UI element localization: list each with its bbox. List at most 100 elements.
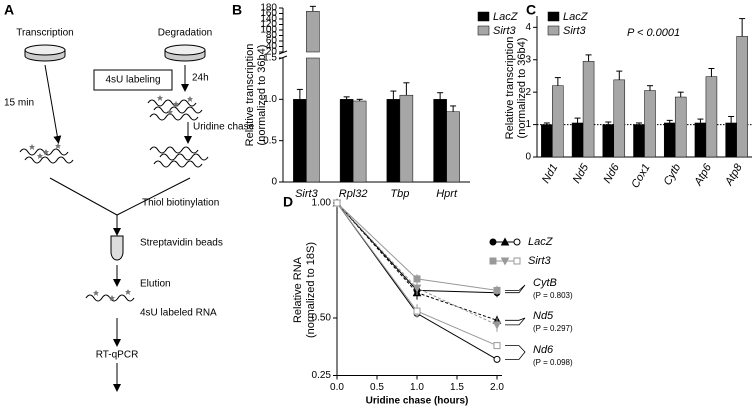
x-tick-label: 0.5 xyxy=(370,382,384,393)
gene-label: CytB xyxy=(533,277,557,289)
p-value: P < 0.0001 xyxy=(627,27,680,39)
rna xyxy=(85,289,135,302)
x-tick-label: 1.5 xyxy=(450,382,464,393)
bar xyxy=(339,99,354,183)
bracket xyxy=(505,345,526,360)
x-tick-label: Nd6 xyxy=(601,161,622,185)
connector xyxy=(49,177,191,216)
p-value: (P = 0.098) xyxy=(533,358,573,367)
bar xyxy=(633,124,645,158)
x-tick-label: 1.0 xyxy=(410,382,424,393)
y-tick-label: 20 xyxy=(266,47,278,58)
bar xyxy=(725,122,737,158)
label: Streptavidin beads xyxy=(140,238,223,249)
y-tick-label: 80 xyxy=(266,30,278,41)
rna xyxy=(19,143,74,164)
legend-label: Sirt3 xyxy=(493,25,517,37)
bar xyxy=(306,57,320,183)
marker xyxy=(489,238,497,246)
bar xyxy=(582,61,595,158)
label: 15 min xyxy=(4,98,34,109)
x-tick-label: Nd5 xyxy=(571,161,592,185)
legend-swatch xyxy=(477,25,490,36)
label: Transcription xyxy=(16,28,73,39)
label: Degradation xyxy=(158,28,212,39)
rna xyxy=(147,95,203,121)
y-tick-label: 1.00 xyxy=(312,198,332,209)
bar xyxy=(433,99,447,183)
bar xyxy=(571,122,584,158)
y-tick-label: 0.5 xyxy=(263,135,277,146)
bar xyxy=(446,111,460,183)
label: RT-qPCR xyxy=(96,350,139,361)
y-tick-label: 3 xyxy=(525,54,531,65)
label: Elution xyxy=(140,279,171,290)
y-tick-label: 1.0 xyxy=(263,94,277,105)
marker xyxy=(412,284,422,293)
bar xyxy=(736,36,748,158)
y-tick-label: 0 xyxy=(271,177,277,188)
label: Thiol biotinylation xyxy=(142,198,219,209)
marker xyxy=(492,321,502,330)
y-tick-label: 4 xyxy=(525,22,531,33)
y-tick-label: 1.5 xyxy=(263,53,277,64)
label: 4sU labeled RNA xyxy=(140,308,217,319)
gene-label: Nd5 xyxy=(533,310,554,322)
label: 4sU labeling xyxy=(105,75,160,86)
panel: B Relative transcription (normalized to 36… xyxy=(232,0,519,200)
legend-swatch xyxy=(547,25,560,36)
y-tick-label: 120 xyxy=(260,19,277,30)
rna xyxy=(149,146,209,168)
x-tick-label: Hprt xyxy=(436,188,458,200)
bar xyxy=(694,122,707,158)
bar xyxy=(306,11,320,53)
marker xyxy=(493,342,501,350)
y-tick-label: 0.50 xyxy=(312,313,332,324)
y-axis-label: (normalized to 36b4) xyxy=(256,45,268,146)
legend-label: Sirt3 xyxy=(563,25,587,37)
p-value: (P = 0.803) xyxy=(533,291,573,300)
bar xyxy=(613,79,626,158)
bracket xyxy=(505,284,526,294)
y-axis-label: Relative transcription xyxy=(244,44,256,147)
panel-letter: D xyxy=(283,194,293,210)
panel-letter: A xyxy=(4,2,14,18)
bar xyxy=(293,99,307,183)
label: Uridine chase xyxy=(193,122,255,133)
x-tick-label: Atp6 xyxy=(692,161,715,188)
x-tick-label: Sirt3 xyxy=(295,188,319,200)
bar xyxy=(674,96,687,158)
x-tick-label: Cytb xyxy=(662,162,684,188)
bar xyxy=(386,99,401,183)
x-tick-label: Tbp xyxy=(390,188,409,200)
marker xyxy=(493,355,501,363)
y-tick-label: 2 xyxy=(525,87,531,98)
marker xyxy=(500,257,510,266)
y-tick-label: 140 xyxy=(260,14,277,25)
marker xyxy=(413,307,421,315)
y-tick-label: 180 xyxy=(260,3,277,14)
bar xyxy=(352,100,367,183)
gene-label: Nd6 xyxy=(533,344,554,356)
y-tick-label: 40 xyxy=(266,41,278,52)
legend-label: LacZ xyxy=(563,11,589,23)
y-tick-label: 60 xyxy=(266,36,278,47)
y-tick-label: 0.25 xyxy=(312,370,332,381)
bar xyxy=(644,90,656,158)
panel-a: A Transcription Degradation 15 min 4sU l… xyxy=(4,2,255,392)
bar xyxy=(705,76,718,158)
x-tick-label: Cox1 xyxy=(629,162,652,190)
p-value: (P = 0.297) xyxy=(533,324,573,333)
line xyxy=(336,202,498,321)
tube xyxy=(110,235,124,261)
bracket xyxy=(505,317,526,326)
y-tick-label: 1 xyxy=(525,119,531,130)
x-tick-label: Nd1 xyxy=(540,162,560,185)
x-tick-label: 2.0 xyxy=(490,382,504,393)
y-axis-label: (normalized to 36b4) xyxy=(516,38,528,139)
panel-letter: B xyxy=(232,2,242,18)
legend-label: LacZ xyxy=(528,236,554,248)
x-axis-label: Uridine chase (hours) xyxy=(366,396,469,407)
